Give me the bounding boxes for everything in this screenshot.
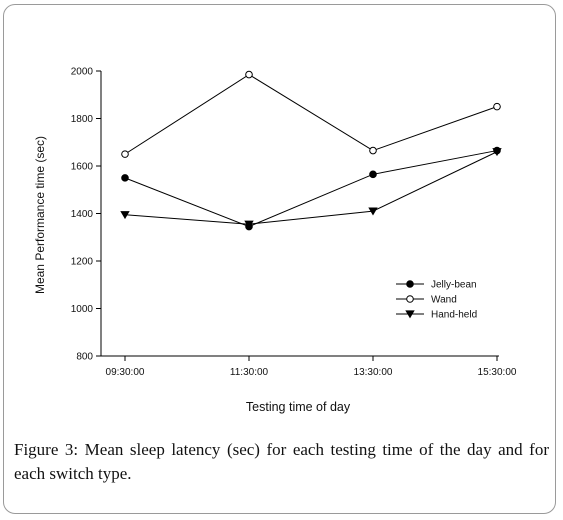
legend-marker-jelly-bean xyxy=(406,280,414,288)
legend-marker-hand-held xyxy=(405,310,415,319)
legend-label-hand-held: Hand-held xyxy=(431,310,477,321)
y-tick-label: 2000 xyxy=(71,67,94,78)
y-tick-label: 1800 xyxy=(71,114,94,125)
data-point-hand-held xyxy=(368,207,378,216)
legend-label-wand: Wand xyxy=(431,295,457,306)
data-point-wand xyxy=(493,102,501,111)
series-line-jelly-bean xyxy=(124,150,498,228)
data-point-jelly-bean xyxy=(369,170,377,179)
line-chart: 800 1000 1200 1400 1600 1800 2000 09:30:00 11:30… xyxy=(71,67,517,379)
data-point-hand-held xyxy=(492,148,502,157)
y-tick-label: 1400 xyxy=(71,209,94,220)
data-point-hand-held xyxy=(244,220,254,229)
caption-text: Mean sleep latency (sec) for each testin… xyxy=(14,440,549,483)
data-point-wand xyxy=(245,70,253,79)
figure-caption: Figure 3: Mean sleep latency (sec) for e… xyxy=(14,438,549,486)
y-tick-label: 800 xyxy=(76,352,93,363)
y-tick-label: 1200 xyxy=(71,257,94,268)
y-tick-label: 1000 xyxy=(71,304,94,315)
series-line-hand-held xyxy=(124,151,498,225)
y-axis-label: Mean Performance time (sec) xyxy=(33,135,47,295)
x-tick-label: 13:30:00 xyxy=(354,367,393,378)
data-point-wand xyxy=(121,150,129,158)
legend-marker-wand xyxy=(406,295,414,303)
series-line-wand xyxy=(124,73,498,155)
x-axis-label: Testing time of day xyxy=(245,400,351,414)
data-point-wand xyxy=(369,146,377,155)
data-point-jelly-bean xyxy=(121,174,129,182)
figure-frame xyxy=(3,4,556,514)
x-tick-label: 15:30:00 xyxy=(478,367,517,378)
caption-label: Figure 3: xyxy=(14,440,79,459)
x-tick-label: 09:30:00 xyxy=(106,367,145,378)
data-point-hand-held xyxy=(120,211,130,220)
x-tick-label: 11:30:00 xyxy=(230,367,269,378)
y-tick-label: 1600 xyxy=(71,162,94,173)
legend-label-jelly-bean: Jelly-bean xyxy=(431,280,477,291)
